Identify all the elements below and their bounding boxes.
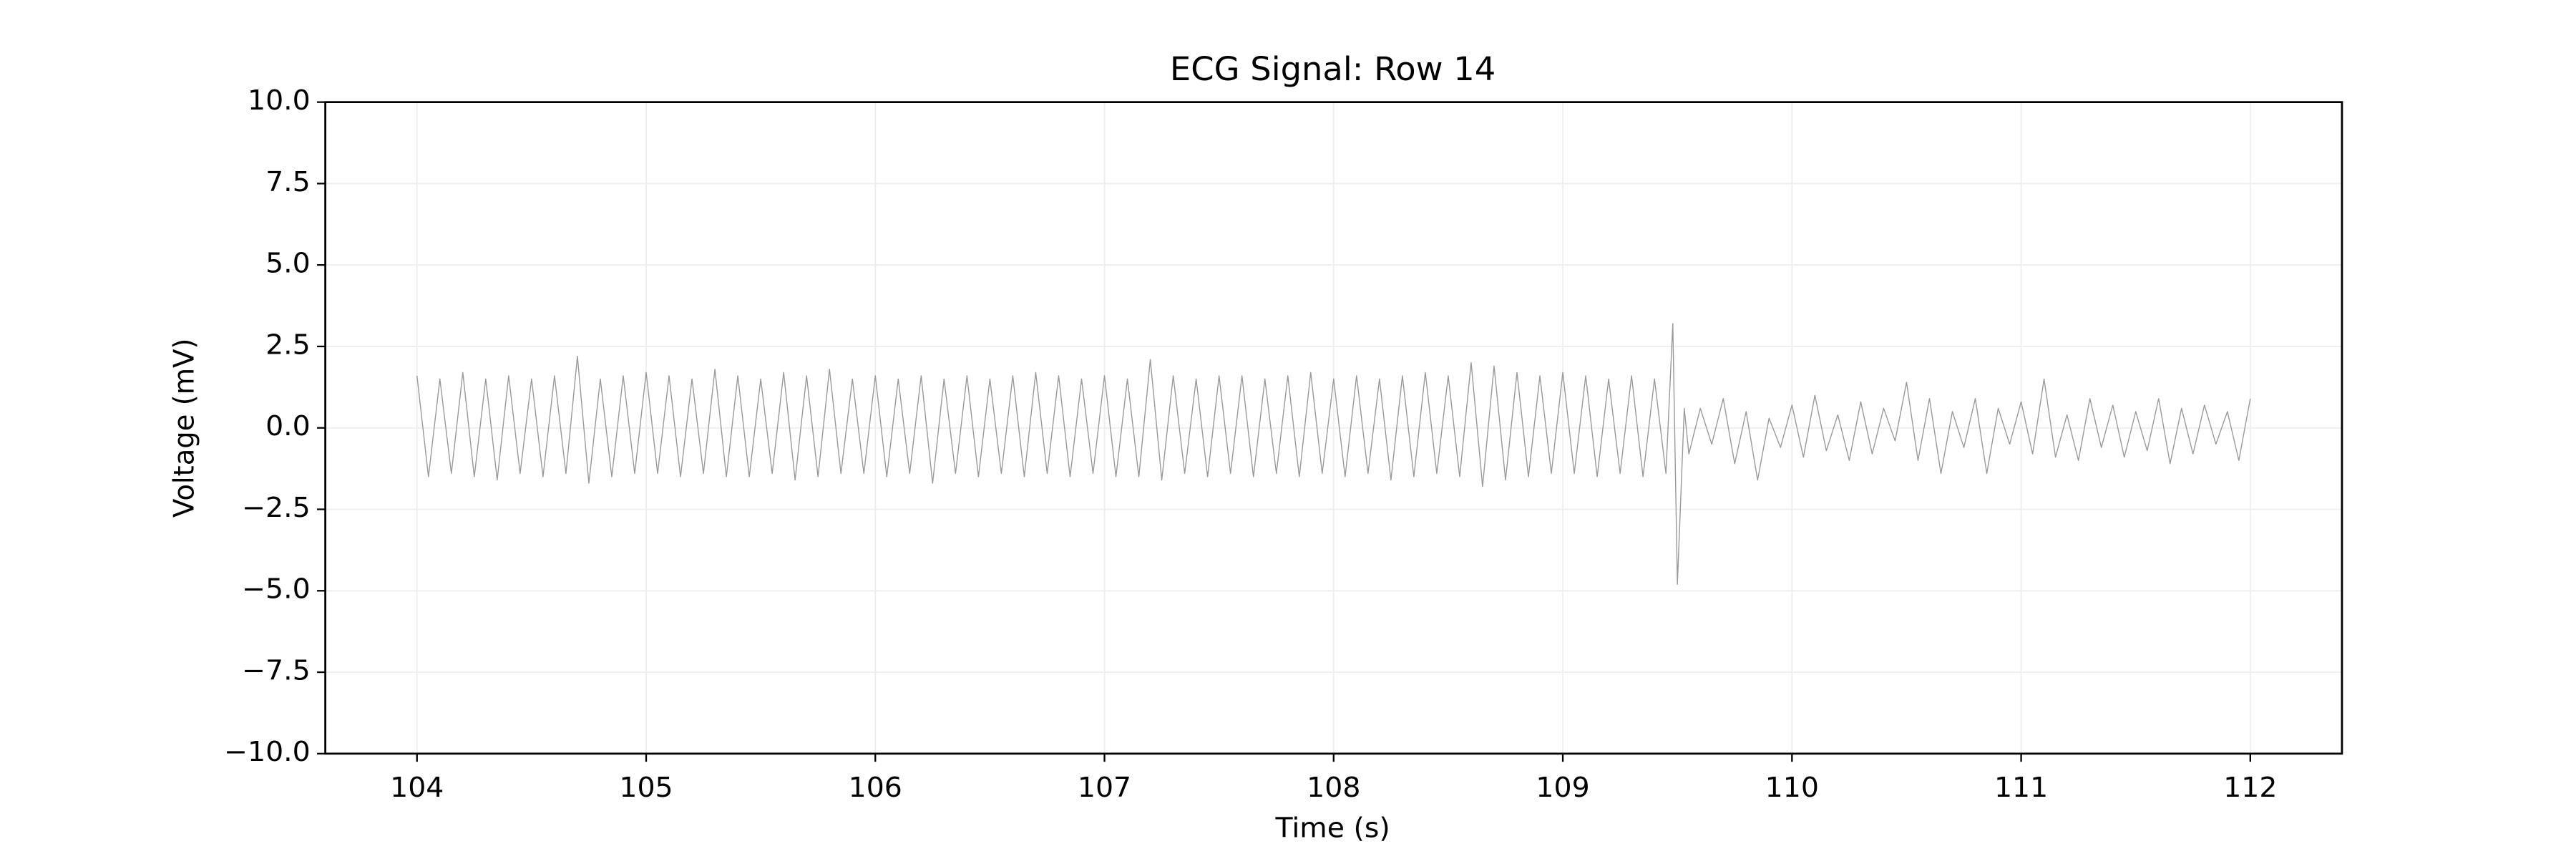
y-tick-label: −10.0 <box>224 737 311 768</box>
x-tick-label: 112 <box>2223 772 2277 803</box>
y-tick-label: 10.0 <box>248 84 311 116</box>
x-tick-label: 108 <box>1307 772 1360 803</box>
chart-title: ECG Signal: Row 14 <box>1170 49 1496 87</box>
x-tick-label: 106 <box>849 772 902 803</box>
y-tick-label: −2.5 <box>242 492 311 523</box>
y-tick-label: −5.0 <box>242 573 311 605</box>
y-tick-label: 7.5 <box>265 166 311 198</box>
x-tick-label: 110 <box>1765 772 1819 803</box>
y-tick-label: 5.0 <box>265 248 311 279</box>
x-axis-label: Time (s) <box>1274 812 1390 844</box>
plot-frame <box>324 101 2343 755</box>
x-tick-label: 105 <box>619 772 673 803</box>
signal-line <box>416 323 2251 585</box>
x-tick-label: 111 <box>1994 772 2048 803</box>
y-tick-label: 2.5 <box>265 329 311 361</box>
x-tick-label: 104 <box>390 772 444 803</box>
x-tick-label: 109 <box>1536 772 1589 803</box>
x-tick-label: 107 <box>1078 772 1131 803</box>
y-tick-label: 0.0 <box>265 411 311 442</box>
y-tick-label: −7.5 <box>242 655 311 686</box>
y-axis-label: Voltage (mV) <box>168 339 201 518</box>
